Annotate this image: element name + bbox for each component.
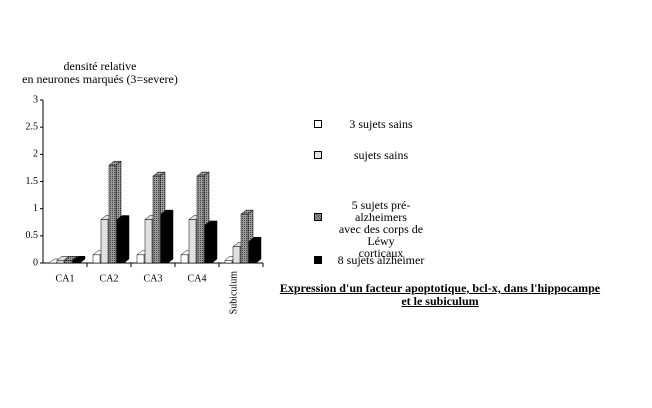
y-tick-label: 1 <box>33 203 38 214</box>
legend-swatch <box>314 120 322 128</box>
y-axis-label: densité relative en neurones marqués (3=… <box>22 59 178 86</box>
bar <box>92 254 101 264</box>
x-tick-label: CA2 <box>100 273 119 284</box>
bar-side <box>167 209 174 264</box>
x-tick-label: CA1 <box>56 273 75 284</box>
legend-label: 5 sujets pré-alzheimers avec des corps d… <box>338 198 424 260</box>
bar <box>196 175 205 264</box>
legend-swatch <box>314 213 322 221</box>
bar-side <box>123 215 130 264</box>
legend-swatch <box>314 151 322 159</box>
bar <box>248 241 257 264</box>
legend-label: sujets sains <box>353 148 409 162</box>
y-tick-label: 1.5 <box>26 176 39 187</box>
legend-label: 8 sujets alzheimer <box>337 253 425 267</box>
bar <box>136 254 145 264</box>
x-tick-label: CA4 <box>188 273 207 284</box>
bar <box>116 219 125 264</box>
y-tick-label: 0 <box>33 257 38 268</box>
bar <box>72 260 81 264</box>
legend-swatch <box>314 256 322 264</box>
bar <box>232 246 241 264</box>
bar <box>152 175 161 264</box>
y-tick-label: 2.5 <box>26 121 39 132</box>
bar <box>204 224 213 264</box>
x-tick-label: Subiculum <box>228 271 239 315</box>
bar <box>144 219 153 264</box>
bar <box>108 164 117 264</box>
y-tick-label: 2 <box>33 149 38 160</box>
bar <box>100 219 109 264</box>
legend-label: 3 sujets sains <box>349 117 413 131</box>
y-tick-label: 0.5 <box>26 230 39 241</box>
bar-side <box>255 236 262 264</box>
y-tick-label: 3 <box>33 94 38 105</box>
bar <box>224 260 233 264</box>
bar <box>56 260 65 264</box>
bar <box>160 213 169 264</box>
bar-side <box>211 220 218 264</box>
bar <box>180 254 189 264</box>
bar <box>64 260 73 264</box>
bar <box>240 213 249 264</box>
bar <box>188 219 197 264</box>
chart-title: Expression d'un facteur apoptotique, bcl… <box>279 281 601 308</box>
x-tick-label: CA3 <box>144 273 163 284</box>
